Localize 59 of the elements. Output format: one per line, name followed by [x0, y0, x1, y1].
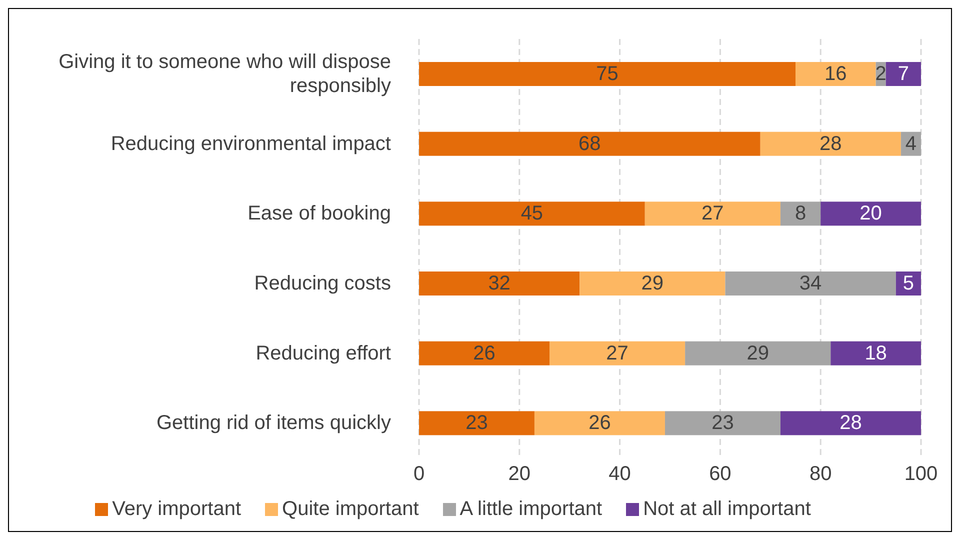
data-label: 75	[596, 63, 618, 85]
bar	[419, 411, 534, 436]
data-label: 28	[820, 132, 842, 155]
bar	[419, 341, 550, 366]
bar	[534, 411, 665, 436]
data-label: 34	[799, 272, 822, 294]
legend-label: Not at all important	[643, 498, 811, 520]
data-label: 23	[712, 412, 734, 434]
y-tick-label: Getting rid of items quickly	[156, 412, 391, 434]
data-label: 28	[840, 412, 862, 434]
bar	[830, 341, 921, 366]
bar	[664, 411, 780, 436]
data-label: 29	[746, 342, 769, 364]
x-tick-label: 0	[413, 463, 425, 486]
bar	[780, 411, 921, 436]
data-label: 27	[606, 342, 628, 364]
y-tick-label: Reducing effort	[256, 342, 392, 364]
data-label: 26	[588, 412, 611, 434]
data-label: 18	[864, 342, 887, 364]
bar	[419, 272, 580, 296]
bar	[550, 341, 686, 366]
y-tick-label: Reducing costs	[254, 272, 391, 294]
y-tick-label: Ease of booking	[248, 202, 391, 225]
bar	[780, 202, 821, 226]
data-label: 5	[902, 272, 914, 294]
data-label: 2	[875, 63, 886, 85]
data-label: 23	[466, 412, 488, 434]
y-tick-label: Reducing environmental impact	[110, 132, 392, 155]
x-tick-label: 40	[608, 463, 631, 486]
data-label: 8	[794, 202, 806, 225]
bar	[580, 272, 726, 296]
bar	[725, 272, 896, 296]
data-label: 45	[520, 202, 544, 225]
bar	[685, 341, 831, 366]
bar	[886, 62, 921, 86]
bar	[419, 202, 645, 226]
data-label: 20	[860, 202, 882, 225]
y-tick-label: Giving it to someone who will dispose responsibly	[58, 50, 391, 97]
data-label: 68	[578, 132, 601, 155]
data-label: 4	[905, 132, 917, 155]
data-label: 26	[473, 342, 496, 364]
bar	[760, 132, 901, 156]
x-tick-label: 100	[904, 463, 938, 486]
x-tick-label: 80	[809, 463, 832, 486]
legend-label: Quite important	[282, 498, 419, 520]
data-label: 32	[488, 272, 510, 294]
x-tick-label: 20	[508, 463, 531, 486]
bar	[419, 132, 760, 156]
data-label: 16	[824, 63, 847, 85]
x-tick-label: 60	[709, 463, 732, 486]
bar	[820, 202, 921, 226]
bar	[644, 202, 780, 226]
bar	[796, 62, 876, 86]
data-label: 29	[641, 272, 664, 294]
bar	[419, 62, 796, 86]
legend-label: A little important	[460, 498, 602, 520]
data-label: 27	[702, 202, 724, 225]
legend-label: Very important	[112, 498, 242, 520]
data-label: 7	[898, 63, 909, 85]
